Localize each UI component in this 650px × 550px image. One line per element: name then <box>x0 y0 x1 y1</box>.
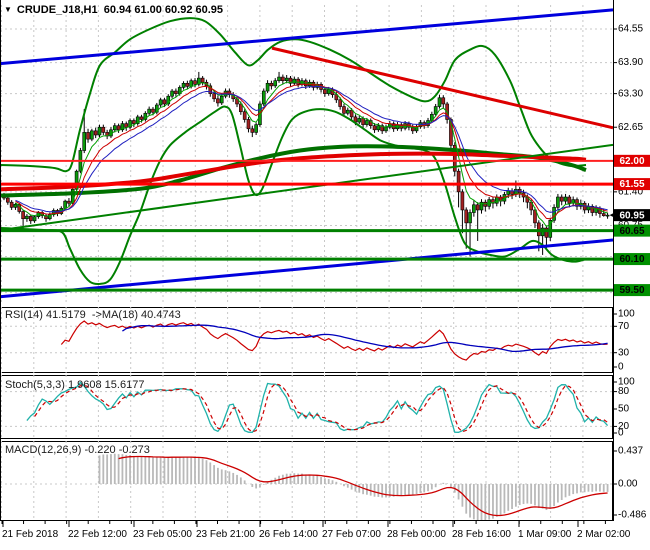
time-axis-label: 28 Feb 16:00 <box>452 529 511 540</box>
svg-text:62.00: 62.00 <box>619 156 644 167</box>
time-axis-label: 23 Feb 05:00 <box>133 529 192 540</box>
svg-text:60.10: 60.10 <box>619 254 644 265</box>
last-price-arrow-icon <box>609 213 613 217</box>
stoch-axis-label: 0 <box>618 428 624 439</box>
price-axis-label: 63.90 <box>618 57 643 68</box>
time-axis-label: 26 Feb 14:00 <box>259 529 318 540</box>
price-axis-label: 64.55 <box>618 24 643 35</box>
time-axis-label: 22 Feb 12:00 <box>68 529 127 540</box>
trendline[interactable] <box>0 143 613 232</box>
svg-text:59.50: 59.50 <box>619 285 644 296</box>
stoch-axis-label: 20 <box>618 421 630 432</box>
svg-text:60.95: 60.95 <box>619 210 644 221</box>
time-axis-label: 21 Feb 2018 <box>2 529 59 540</box>
rsi-axis-label: 100 <box>618 309 635 320</box>
price-line-badge[interactable]: 62.00 <box>614 154 650 167</box>
time-axis-label: 1 Mar 09:00 <box>518 529 572 540</box>
price-line-badge[interactable]: 60.10 <box>614 253 650 265</box>
svg-text:60.65: 60.65 <box>619 226 644 237</box>
time-axis-label: 28 Feb 00:00 <box>387 529 446 540</box>
time-axis-label: 23 Feb 21:00 <box>196 529 255 540</box>
price-axis: 64.5563.9063.3062.6561.4060.7562.0061.55… <box>613 0 650 521</box>
stoch-axis-label: 100 <box>618 377 635 388</box>
macd-axis-label: 0.00 <box>618 479 638 490</box>
price-line-badge[interactable]: 60.65 <box>614 224 650 237</box>
rsi-panel <box>0 307 613 373</box>
price-axis-label: 63.30 <box>618 88 643 99</box>
price-axis-label: 62.65 <box>618 122 643 133</box>
stoch-panel <box>0 375 613 439</box>
price-line-badge[interactable]: 61.55 <box>614 178 650 190</box>
macd-axis-label: -0.486 <box>618 510 647 521</box>
stoch-axis-label: 80 <box>618 386 630 397</box>
rsi-axis-label: 30 <box>618 347 630 358</box>
price-line-badge[interactable]: 60.95 <box>614 209 650 221</box>
stoch-axis-label: 50 <box>618 404 630 415</box>
chart-objects-layer[interactable] <box>0 8 616 299</box>
trendline[interactable] <box>0 238 613 299</box>
rsi-axis-label: 0 <box>618 362 624 373</box>
rsi-axis-label: 70 <box>618 321 630 332</box>
svg-text:61.55: 61.55 <box>619 179 644 190</box>
time-axis: 21 Feb 2018 22 Feb 12:00 23 Feb 05:00 23 Fe… <box>1 521 631 540</box>
macd-axis-label: 0.437 <box>618 446 643 457</box>
price-axis-label: 61.40 <box>618 186 643 197</box>
trendline[interactable] <box>0 8 613 66</box>
time-axis-label: 27 Feb 07:00 <box>322 529 381 540</box>
macd-panel <box>0 441 613 521</box>
time-axis-label: 2 Mar 02:00 <box>577 529 631 540</box>
price-line-badge[interactable]: 59.50 <box>614 284 650 296</box>
trendline[interactable] <box>271 46 613 130</box>
